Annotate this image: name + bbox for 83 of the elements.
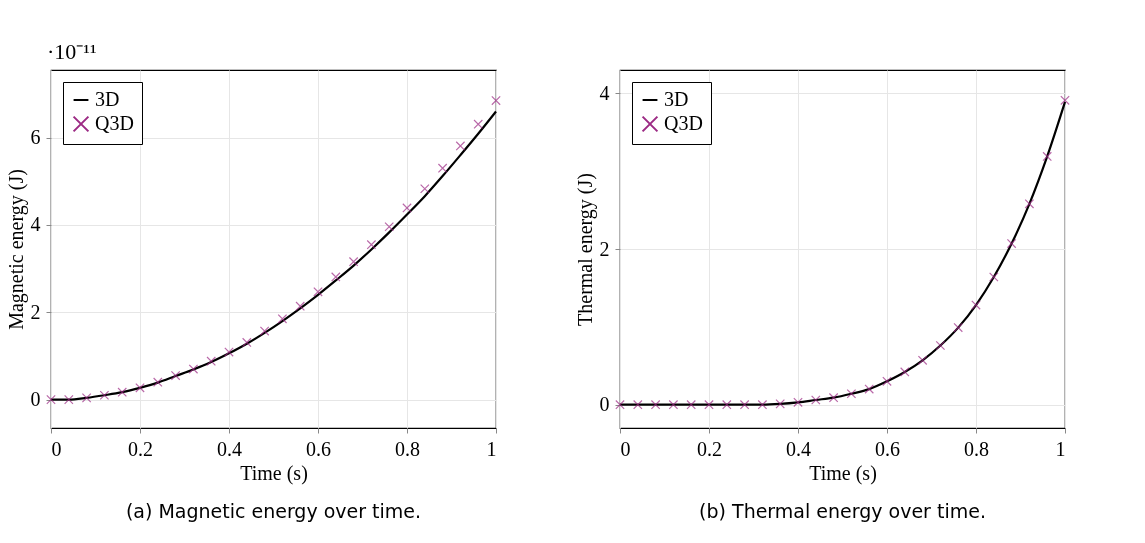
point (170, 370, 181, 381)
x-tick-label: 1 (486, 437, 497, 460)
point (989, 272, 999, 282)
x-tick-label: 0.6 (306, 437, 331, 460)
text: (b) Thermal energy over time. (699, 500, 986, 522)
point (384, 221, 394, 232)
point (81, 393, 92, 403)
x-tick-label: 0.8 (964, 437, 989, 460)
point (206, 356, 216, 366)
point (491, 95, 501, 106)
point (1006, 238, 1017, 249)
point (331, 272, 341, 282)
line-series (49, 110, 498, 401)
point (259, 326, 270, 336)
x-tick-label: 0 (51, 437, 62, 460)
point (971, 300, 981, 310)
legend-label: 3D (95, 88, 120, 110)
x-axis-title: Time (s) (240, 461, 308, 485)
point (704, 399, 714, 410)
point (633, 399, 643, 410)
point (650, 399, 661, 410)
legend-label: Q3D (664, 112, 703, 134)
point (348, 256, 359, 267)
x-tick-label: 0.2 (697, 437, 722, 460)
x-tick-label: 0.6 (875, 437, 900, 460)
y-tick-label: 2 (30, 300, 41, 323)
x-axis-title: Time (s) (809, 461, 877, 485)
legend-label: Q3D (95, 112, 134, 134)
y-tick-label: 2 (599, 237, 610, 260)
point (828, 392, 839, 403)
legend-label: 3D (664, 88, 689, 110)
point (1024, 199, 1035, 209)
point (188, 364, 199, 374)
x-tick-label: 1 (1055, 437, 1066, 460)
point (455, 141, 466, 151)
y-axis-title: Thermal energy (J) (573, 173, 597, 326)
y-tick-label: 6 (30, 126, 41, 149)
y-tick-label: 0 (599, 393, 610, 416)
x-tick-label: 0.8 (395, 437, 420, 460)
y-tick-label: 4 (599, 81, 610, 104)
point (473, 119, 483, 129)
point (864, 384, 874, 394)
point (935, 340, 946, 351)
point (224, 347, 234, 357)
point (793, 397, 803, 408)
point (402, 203, 412, 213)
point (846, 388, 857, 399)
y-axis-title: Magnetic energy (J) (4, 169, 28, 330)
point (917, 355, 928, 366)
text: ·10⁻¹¹ (47, 39, 97, 64)
point (153, 377, 163, 387)
point (242, 337, 252, 348)
point (686, 399, 696, 410)
point (46, 394, 56, 405)
point (64, 394, 74, 405)
point (900, 367, 910, 377)
x-tick-label: 0.4 (217, 437, 242, 460)
point (615, 399, 625, 410)
point (668, 399, 679, 410)
point (1042, 151, 1052, 162)
point (953, 322, 963, 333)
x-tick-label: 0.4 (786, 437, 811, 460)
point (366, 239, 377, 250)
point (277, 314, 288, 324)
point (437, 163, 448, 174)
point (757, 399, 768, 410)
point (420, 183, 430, 194)
point (811, 395, 821, 405)
x-tick-label: 0.2 (128, 437, 153, 460)
text: (a) Magnetic energy over time. (125, 500, 422, 522)
point (117, 387, 127, 397)
y-tick-label: 4 (30, 213, 41, 236)
x-tick-label: 0 (620, 437, 631, 460)
point (1060, 95, 1070, 106)
point (295, 301, 305, 311)
point (722, 399, 732, 410)
point (99, 390, 110, 401)
point (313, 287, 323, 297)
point (739, 399, 750, 410)
point (882, 376, 892, 387)
y-tick-label: 0 (30, 388, 41, 411)
point (135, 383, 145, 393)
point (775, 399, 785, 409)
